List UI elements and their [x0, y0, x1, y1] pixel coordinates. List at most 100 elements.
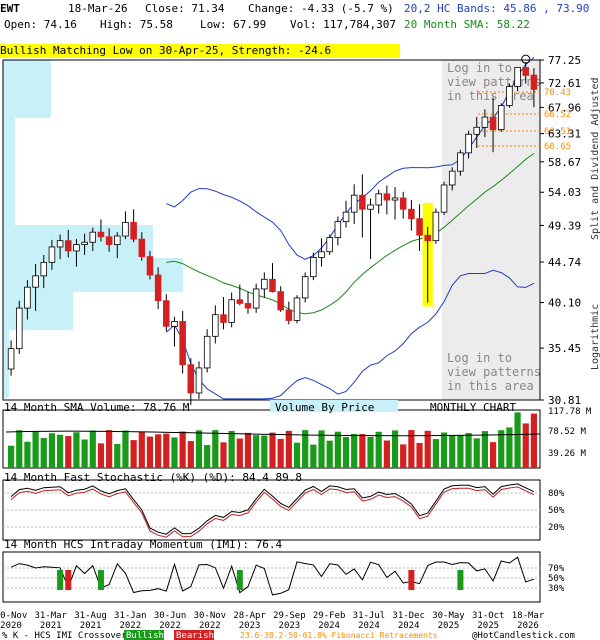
- vbp-bar-4: [3, 292, 73, 330]
- x-tick-label-0: 30-Nov: [0, 611, 27, 621]
- imi-title: 14 Month HCS Intraday Momentum (IMI): 76…: [4, 538, 283, 551]
- sma20-label: 20 Month SMA: 58.22: [404, 18, 530, 31]
- candle-body-47: [391, 197, 399, 201]
- candle-body-26: [220, 314, 227, 323]
- candle-body-2: [24, 286, 31, 309]
- stochastic-title: 14 Month Fast Stochastic (%K) (%D): 84.4…: [4, 471, 302, 484]
- x-tick-year-2: 2021: [80, 621, 102, 631]
- volume-bar-64: [530, 413, 538, 468]
- fib-label-0: 70.43: [544, 88, 571, 98]
- candle-body-61: [506, 86, 513, 106]
- volume-bar-21: [179, 431, 186, 468]
- volume-bar-48: [400, 444, 407, 468]
- y-tick-label-5: 54.03: [548, 186, 581, 199]
- candle-body-29: [244, 303, 252, 309]
- imi-tick-0: 70%: [548, 564, 565, 574]
- imi-frame: [2, 551, 541, 603]
- x-tick-year-3: 2022: [119, 621, 141, 631]
- date-label: 18-Mar-26: [68, 2, 128, 15]
- volume-bar-34: [285, 430, 292, 468]
- volume-bar-29: [244, 432, 252, 468]
- x-tick-label-12: 31-Oct: [472, 611, 505, 621]
- candle-body-21: [179, 321, 186, 366]
- legend-bearish: Bearish: [176, 631, 214, 640]
- candle-body-9: [81, 241, 88, 245]
- candle-body-10: [89, 231, 97, 243]
- candle-body-37: [310, 257, 317, 278]
- candle-body-34: [285, 309, 293, 321]
- x-tick-year-13: 2026: [517, 621, 539, 631]
- candle-body-46: [383, 193, 391, 201]
- candle-body-33: [277, 291, 284, 311]
- volume-bar-28: [236, 438, 243, 468]
- open-label: Open: 74.16: [4, 18, 77, 31]
- volume-bar-30: [253, 435, 260, 468]
- candle-body-8: [73, 244, 80, 252]
- legend-bullish-box: [124, 630, 164, 640]
- volume-bar-8: [73, 432, 80, 468]
- volume-bar-17: [146, 436, 154, 468]
- candle-body-38: [318, 251, 325, 258]
- x-tick-year-10: 2024: [398, 621, 420, 631]
- candle-body-16: [138, 238, 146, 258]
- volume-label: Vol: 117,784,307: [290, 18, 396, 31]
- candle-body-42: [350, 194, 358, 213]
- x-tick-label-5: 30-Nov: [194, 611, 227, 621]
- sma20-line: [166, 153, 535, 315]
- volume-bar-25: [212, 430, 219, 468]
- vbp-bar-5: [3, 330, 9, 398]
- x-tick-label-3: 31-Jan: [114, 611, 147, 621]
- candle-body-30: [252, 288, 260, 309]
- hc-bands-label: 20,2 HC Bands: 45.86 , 73.90: [404, 2, 590, 15]
- candle-body-18: [154, 274, 162, 302]
- low-label: Low: 67.99: [200, 18, 267, 31]
- candle-body-3: [32, 275, 39, 288]
- candle-body-11: [97, 231, 105, 238]
- volume-bar-57: [473, 438, 480, 468]
- volume-bar-50: [416, 442, 423, 468]
- pattern-banner: Bullish Matching Low on 30-Apr-25, Stren…: [0, 44, 400, 58]
- logarithmic-label: Logarithmic: [590, 304, 600, 370]
- volume-bar-4: [40, 437, 47, 468]
- stoch-tick-0: 80%: [548, 489, 565, 499]
- volume-panel: 14 Month SMA Volume: 78.76 M Volume By Pr…: [2, 400, 592, 469]
- y-tick-label-1: 72.61: [548, 77, 581, 90]
- volume-bar-2: [24, 441, 31, 468]
- candle-body-32: [269, 278, 276, 293]
- volume-bar-22: [187, 441, 194, 468]
- y-tick-label-2: 67.96: [548, 101, 581, 114]
- candlesticks: [7, 54, 538, 405]
- volume-bar-38: [318, 430, 325, 468]
- volume-bar-54: [449, 435, 456, 468]
- crossover-marker-5: [457, 570, 464, 590]
- x-tick-year-5: 2022: [199, 621, 221, 631]
- x-tick-label-13: 18-Mar: [512, 611, 545, 621]
- volume-bar-58: [481, 431, 489, 468]
- candle-body-52: [432, 211, 440, 242]
- crossover-marker-0: [57, 570, 64, 590]
- y-tick-label-8: 40.10: [548, 297, 581, 310]
- legend-prefix: % K - HCS IMI Crossover:: [2, 631, 132, 640]
- candle-body-12: [105, 236, 113, 245]
- volume-bar-63: [522, 423, 529, 468]
- stoch-tick-1: 50%: [548, 506, 565, 516]
- vbp-bar-1: [3, 118, 15, 225]
- candle-body-13: [114, 235, 121, 245]
- imi-tick-2: 30%: [548, 584, 565, 594]
- stoch-tick-2: 20%: [548, 523, 565, 533]
- stoch-d-line: [10, 486, 535, 538]
- candle-body-24: [203, 335, 211, 369]
- volume-bar-7: [65, 436, 72, 468]
- candle-body-45: [375, 193, 382, 206]
- candle-body-59: [489, 116, 497, 130]
- candle-body-5: [48, 246, 56, 263]
- x-tick-year-4: 2022: [159, 621, 181, 631]
- upper-band-line: [166, 57, 535, 260]
- candle-body-20: [171, 321, 178, 327]
- x-tick-year-11: 2025: [438, 621, 460, 631]
- volume-sma-title: 14 Month SMA Volume: 78.76 M: [4, 401, 190, 414]
- high-label: High: 75.58: [100, 18, 173, 31]
- volume-bar-24: [204, 445, 211, 468]
- candle-body-54: [448, 170, 456, 186]
